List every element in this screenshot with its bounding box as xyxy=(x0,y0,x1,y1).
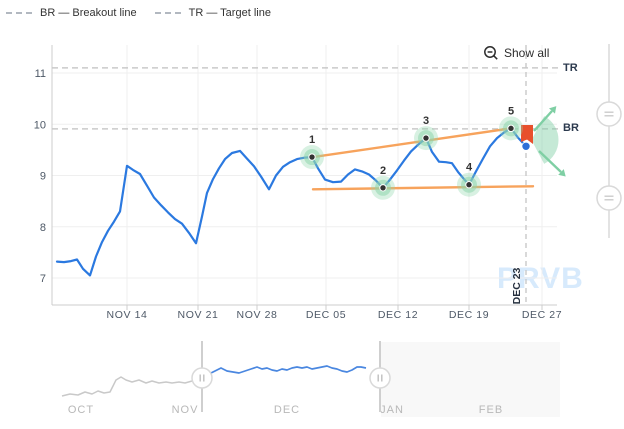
x-tick-label: NOV 28 xyxy=(237,309,278,321)
pivot-number-label: 5 xyxy=(508,105,514,117)
navigator-month-label: OCT xyxy=(68,404,94,416)
navigator-unselected-mask[interactable] xyxy=(381,342,560,417)
navigator-series-selected xyxy=(202,365,367,379)
dashed-line-icon xyxy=(6,12,34,14)
forecast-arrow xyxy=(538,150,562,173)
event-date-label: DEC 23 xyxy=(511,267,523,305)
pivot-dot xyxy=(465,181,473,189)
x-tick-label: DEC 19 xyxy=(449,309,489,321)
navigator-handle-right[interactable] xyxy=(369,341,391,412)
slider-handle-grip xyxy=(596,185,622,211)
legend-label: TR — Target line xyxy=(188,7,271,19)
pivot-number-label: 4 xyxy=(466,162,473,174)
pivot-point-2[interactable]: 2 xyxy=(371,165,395,200)
x-tick-label: DEC 12 xyxy=(378,309,418,321)
pivot-point-5[interactable]: 5 xyxy=(499,105,523,141)
navigator-month-label: DEC xyxy=(274,404,300,416)
forecast-arrowhead xyxy=(558,169,566,177)
navigator-series-out-of-range xyxy=(61,376,204,397)
target-line-label: TR xyxy=(563,62,578,74)
pivot-dot xyxy=(308,153,316,161)
price-series-line xyxy=(55,127,528,277)
navigator-month-label: FEB xyxy=(479,404,503,416)
pivot-point-1[interactable]: 1 xyxy=(300,134,324,170)
slider-handle-upper[interactable] xyxy=(596,101,622,127)
last-price-dot xyxy=(521,141,531,151)
pivot-dot xyxy=(422,134,430,142)
slider-handle-lower[interactable] xyxy=(596,185,622,211)
show-all-label: Show all xyxy=(504,46,550,60)
show-all-button[interactable]: Show all xyxy=(483,45,549,61)
forecast-arrowhead xyxy=(549,106,557,114)
navigator-handle-grip xyxy=(369,367,391,389)
y-tick-label: 10 xyxy=(34,119,46,131)
x-tick-label: NOV 14 xyxy=(107,309,148,321)
pivot-point-4[interactable]: 4 xyxy=(457,162,481,197)
pivot-point-3[interactable]: 3 xyxy=(414,115,438,151)
grid-lines: 7 8 9 10 11 NOV 14 NOV 21 NOV 28 DEC 05 DEC 12 DEC… xyxy=(34,45,562,321)
trendline xyxy=(311,185,535,191)
pivot-number-label: 2 xyxy=(380,165,386,177)
navigator-handle-grip xyxy=(191,367,213,389)
forecast-arrow xyxy=(533,110,553,132)
pivot-dot xyxy=(507,124,515,133)
y-tick-label: 7 xyxy=(40,273,46,285)
pivot-number-label: 1 xyxy=(309,134,315,146)
zoom-out-icon xyxy=(484,46,498,60)
price-flag-marker xyxy=(521,125,533,144)
x-tick-label: NOV 21 xyxy=(178,309,219,321)
legend-label: BR — Breakout line xyxy=(40,7,137,19)
navigator-handle-left[interactable] xyxy=(191,341,213,412)
x-tick-label: DEC 05 xyxy=(306,309,346,321)
y-tick-label: 8 xyxy=(40,222,46,234)
price-range-slider xyxy=(596,44,622,238)
y-tick-label: 11 xyxy=(35,68,46,80)
trendline xyxy=(311,127,513,159)
dashed-line-icon xyxy=(154,12,183,14)
navigator-month-label: JAN xyxy=(380,404,404,416)
pivot-number-label: 3 xyxy=(423,115,429,127)
slider-handle-grip xyxy=(596,101,622,127)
navigator-month-label: NOV xyxy=(172,404,199,416)
y-tick-label: 9 xyxy=(40,171,46,183)
pivot-dot xyxy=(379,184,387,192)
navigator: OCT NOV DEC JAN FEB xyxy=(61,341,560,417)
x-tick-label: DEC 27 xyxy=(522,309,562,321)
legend-item-target[interactable]: TR — Target line xyxy=(154,7,271,19)
legend-item-breakout[interactable]: BR — Breakout line xyxy=(6,7,137,19)
breakout-line-label: BR xyxy=(563,122,579,134)
chart-legend: BR — Breakout line TR — Target line xyxy=(6,7,271,19)
